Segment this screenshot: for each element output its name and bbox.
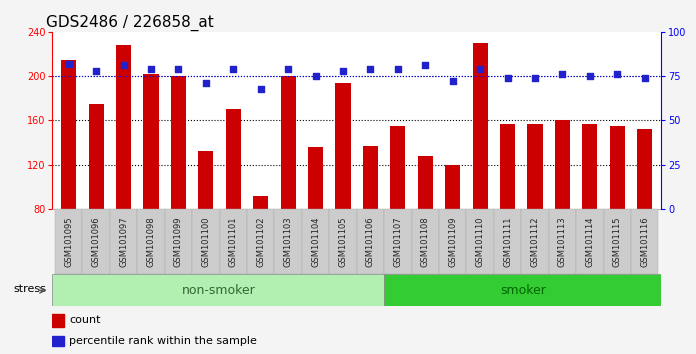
Bar	[610, 126, 625, 209]
Bar	[219, 209, 247, 274]
Point	[502, 75, 513, 81]
Text: count: count	[69, 315, 100, 325]
Bar	[363, 146, 378, 209]
Bar	[247, 209, 274, 274]
Bar	[390, 126, 405, 209]
Point	[200, 80, 212, 86]
Text: GSM101108: GSM101108	[421, 217, 430, 267]
Bar	[302, 209, 329, 274]
Point	[447, 79, 458, 84]
Point	[90, 68, 102, 74]
Bar	[384, 209, 411, 274]
Bar	[473, 43, 488, 209]
Bar	[418, 156, 433, 209]
Text: percentile rank within the sample: percentile rank within the sample	[69, 336, 257, 346]
Point	[393, 66, 404, 72]
Bar	[137, 209, 165, 274]
Bar	[603, 209, 631, 274]
Bar	[82, 209, 110, 274]
Bar	[280, 76, 296, 209]
Bar	[52, 314, 64, 327]
Text: stress: stress	[13, 284, 46, 294]
Text: GSM101098: GSM101098	[146, 217, 155, 267]
Bar	[143, 74, 159, 209]
Text: GSM101106: GSM101106	[366, 217, 375, 267]
Bar	[439, 209, 466, 274]
Bar	[466, 209, 494, 274]
Point	[639, 75, 650, 81]
Point	[475, 66, 486, 72]
Text: GSM101095: GSM101095	[64, 217, 73, 267]
Text: GSM101097: GSM101097	[119, 217, 128, 267]
Bar	[274, 209, 302, 274]
Text: GSM101099: GSM101099	[174, 217, 183, 267]
Bar	[88, 104, 104, 209]
Point	[338, 68, 349, 74]
Text: GSM101115: GSM101115	[612, 217, 622, 267]
Text: GSM101114: GSM101114	[585, 217, 594, 267]
Point	[557, 72, 568, 77]
Bar	[356, 209, 384, 274]
Bar	[500, 124, 515, 209]
Point	[145, 66, 157, 72]
Bar	[165, 209, 192, 274]
Text: GSM101107: GSM101107	[393, 217, 402, 267]
Bar	[445, 165, 460, 209]
Point	[63, 61, 74, 67]
Text: GSM101105: GSM101105	[338, 217, 347, 267]
Text: GSM101101: GSM101101	[229, 217, 238, 267]
Bar	[329, 209, 356, 274]
Bar	[521, 209, 548, 274]
Bar	[335, 83, 351, 209]
Bar	[583, 124, 597, 209]
Point	[420, 63, 431, 68]
Bar	[171, 76, 186, 209]
Text: GSM101113: GSM101113	[558, 217, 567, 267]
Text: GDS2486 / 226858_at: GDS2486 / 226858_at	[46, 14, 214, 30]
Point	[255, 86, 267, 91]
Text: GSM101100: GSM101100	[201, 217, 210, 267]
Bar	[110, 209, 137, 274]
Point	[228, 66, 239, 72]
Bar	[411, 209, 439, 274]
Bar	[638, 129, 652, 209]
Bar	[198, 152, 214, 209]
Bar	[576, 209, 603, 274]
Bar	[226, 109, 241, 209]
Point	[118, 63, 129, 68]
Text: smoker: smoker	[500, 284, 546, 297]
Text: GSM101112: GSM101112	[530, 217, 539, 267]
Bar	[308, 147, 323, 209]
Text: GSM101104: GSM101104	[311, 217, 320, 267]
Text: non-smoker: non-smoker	[182, 284, 255, 297]
Text: GSM101110: GSM101110	[475, 217, 484, 267]
Bar	[548, 209, 576, 274]
Point	[530, 75, 541, 81]
Bar	[555, 120, 570, 209]
Bar	[55, 209, 82, 274]
Point	[310, 73, 321, 79]
Point	[173, 66, 184, 72]
Bar	[52, 274, 384, 306]
Bar	[528, 124, 543, 209]
Bar	[116, 45, 131, 209]
Bar	[384, 274, 661, 306]
Point	[365, 66, 376, 72]
Bar	[52, 336, 64, 346]
Text: GSM101096: GSM101096	[92, 217, 101, 267]
Point	[283, 66, 294, 72]
Bar	[494, 209, 521, 274]
Text: GSM101103: GSM101103	[283, 217, 292, 267]
Text: GSM101109: GSM101109	[448, 217, 457, 267]
Bar	[192, 209, 219, 274]
Text: GSM101111: GSM101111	[503, 217, 512, 267]
Point	[585, 73, 596, 79]
Text: GSM101116: GSM101116	[640, 217, 649, 267]
Point	[612, 72, 623, 77]
Bar	[253, 195, 268, 209]
Bar	[631, 209, 658, 274]
Bar	[61, 59, 76, 209]
Text: GSM101102: GSM101102	[256, 217, 265, 267]
